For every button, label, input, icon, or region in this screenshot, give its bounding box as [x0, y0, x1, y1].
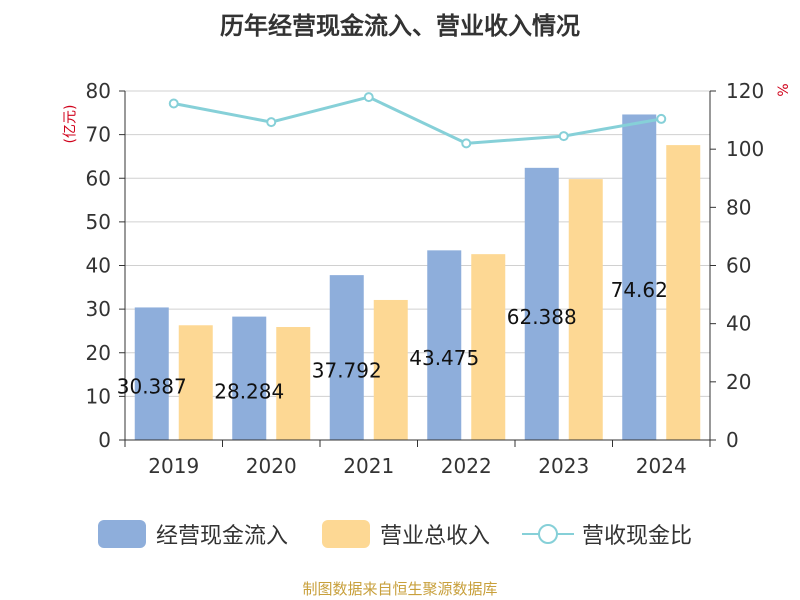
right-tick-label: 60	[726, 254, 751, 278]
bar-revenue	[568, 179, 603, 440]
right-tick-label: 20	[726, 370, 751, 394]
ratio-point	[461, 138, 472, 149]
ratio-point	[266, 117, 277, 128]
left-tick-label: 60	[86, 166, 111, 190]
bar-cash-inflow	[134, 307, 169, 440]
legend-label-revenue: 营业总收入	[380, 524, 491, 549]
ratio-point	[656, 113, 667, 124]
ratio-point	[363, 92, 374, 103]
right-tick-label: 80	[726, 195, 751, 219]
bar-revenue	[373, 299, 408, 440]
bar-cash-inflow	[232, 316, 267, 440]
x-tick-label: 2021	[343, 454, 394, 478]
legend-swatch-revenue	[322, 520, 370, 548]
data-label-cash-inflow: 43.475	[409, 346, 479, 370]
x-tick-label: 2019	[148, 454, 199, 478]
left-tick-label: 40	[86, 254, 111, 278]
left-tick-label: 80	[86, 79, 111, 103]
bar-cash-inflow	[329, 275, 364, 440]
left-tick-label: 30	[86, 297, 111, 321]
x-tick-label: 2022	[441, 454, 492, 478]
right-tick-label: 100	[726, 137, 764, 161]
data-label-cash-inflow: 30.387	[117, 375, 187, 399]
ratio-point	[558, 131, 569, 142]
bar-revenue	[471, 254, 506, 440]
bar-cash-inflow	[524, 167, 559, 441]
left-tick-label: 0	[98, 428, 111, 452]
legend-item-revenue[interactable]: 营业总收入	[322, 518, 490, 550]
legend-item-ratio[interactable]: 营收现金比	[522, 518, 692, 550]
legend-label-ratio: 营收现金比	[582, 524, 693, 549]
legend-swatch-cash-inflow	[98, 520, 146, 548]
bar-revenue	[276, 327, 311, 440]
right-tick-label: 120	[726, 79, 764, 103]
ratio-line	[173, 95, 662, 145]
ratio-point	[168, 98, 179, 109]
left-tick-label: 50	[86, 210, 111, 234]
right-tick-label: 0	[726, 428, 739, 452]
chart-title: 历年经营现金流入、营业收入情况	[220, 12, 580, 40]
left-tick-label: 70	[86, 123, 111, 147]
bar-revenue	[666, 145, 701, 440]
data-label-cash-inflow: 28.284	[214, 379, 284, 403]
data-label-cash-inflow: 62.388	[507, 305, 577, 329]
bar-revenue	[178, 325, 213, 440]
left-tick-label: 20	[86, 341, 111, 365]
left-tick-label: 10	[86, 384, 111, 408]
bar-cash-inflow	[427, 250, 462, 440]
data-source-note: 制图数据来自恒生聚源数据库	[302, 580, 498, 598]
right-tick-label: 40	[726, 312, 751, 336]
legend: 经营现金流入 营业总收入 营收现金比	[0, 518, 800, 550]
x-tick-label: 2020	[246, 454, 297, 478]
legend-swatch-ratio	[522, 520, 574, 548]
data-label-cash-inflow: 37.792	[312, 359, 382, 383]
legend-label-cash-inflow: 经营现金流入	[156, 524, 289, 549]
x-tick-label: 2024	[636, 454, 687, 478]
data-label-cash-inflow: 74.62	[611, 278, 668, 302]
legend-item-cash-inflow[interactable]: 经营现金流入	[98, 518, 288, 550]
bar-cash-inflow	[622, 114, 657, 441]
x-tick-label: 2023	[538, 454, 589, 478]
